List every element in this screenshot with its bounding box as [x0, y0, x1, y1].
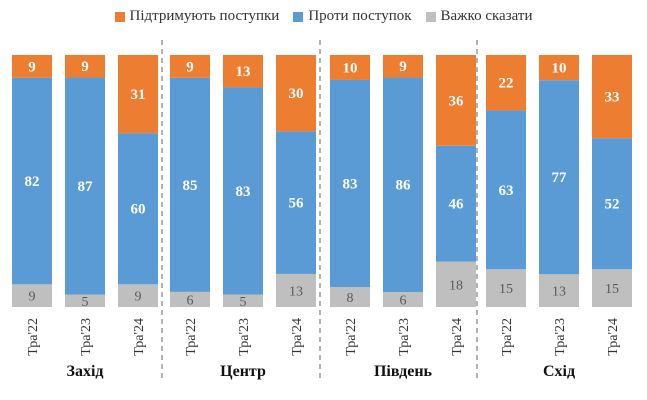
legend-item-against[interactable]: Проти поступок	[293, 8, 412, 25]
bar-segment-against-3-3[interactable]	[436, 145, 476, 262]
bar-segment-against-2-1[interactable]	[170, 77, 210, 292]
bar-segment-undecided-4-1[interactable]	[486, 269, 526, 307]
data-label-undecided-3-2: 6	[400, 294, 407, 309]
x-tick-label-1-1: Тра'22	[26, 318, 41, 356]
region-label-4: Схід	[543, 363, 575, 380]
data-label-undecided-4-3: 15	[605, 282, 619, 297]
data-label-support-2-3: 30	[289, 86, 304, 102]
x-tick-label-2-1: Тра'22	[184, 318, 199, 356]
bar-segment-undecided-2-1[interactable]	[170, 291, 210, 307]
data-label-support-4-2: 10	[552, 61, 567, 77]
data-label-undecided-1-3: 9	[135, 290, 142, 305]
legend-item-support[interactable]: Підтримують поступки	[114, 8, 280, 25]
bar-segment-against-1-2[interactable]	[65, 77, 105, 295]
legend-swatch-against	[293, 11, 304, 22]
legend-swatch-support	[114, 11, 125, 22]
data-label-support-3-1: 10	[343, 60, 358, 76]
legend-swatch-undecided	[425, 11, 436, 22]
bar-segment-support-1-2[interactable]	[65, 55, 105, 78]
data-label-support-4-3: 33	[605, 90, 620, 106]
bar-segment-support-3-2[interactable]	[383, 55, 423, 78]
bar-segment-support-4-1[interactable]	[486, 55, 526, 111]
bar-segment-support-2-3[interactable]	[276, 55, 316, 132]
data-label-against-1-1: 82	[25, 174, 40, 190]
data-label-support-1-2: 9	[81, 59, 89, 75]
x-tick-label-3-1: Тра'22	[344, 318, 359, 356]
data-label-against-3-2: 86	[396, 178, 412, 194]
bar-segment-support-3-3[interactable]	[436, 55, 476, 146]
data-label-undecided-4-1: 15	[499, 282, 513, 297]
bar-segment-against-3-1[interactable]	[330, 79, 370, 288]
data-label-support-4-1: 22	[499, 76, 514, 92]
data-label-undecided-3-3: 18	[449, 278, 463, 293]
bar-segment-against-4-3[interactable]	[592, 138, 632, 270]
bar-segment-against-4-2[interactable]	[539, 80, 579, 275]
data-label-against-3-3: 46	[449, 197, 465, 213]
data-label-support-3-3: 36	[449, 93, 465, 109]
bar-segment-support-2-2[interactable]	[223, 55, 263, 88]
data-label-undecided-2-1: 6	[187, 293, 194, 308]
data-label-against-1-3: 60	[131, 202, 146, 218]
bar-segment-undecided-4-2[interactable]	[539, 274, 579, 307]
data-label-support-2-2: 13	[236, 64, 251, 80]
x-tick-label-3-2: Тра'23	[397, 318, 412, 356]
bar-segment-against-3-2[interactable]	[383, 77, 423, 293]
data-label-undecided-1-2: 5	[82, 295, 89, 310]
legend-label-against: Проти поступок	[308, 8, 412, 24]
region-label-2: Центр	[220, 363, 266, 380]
bar-segment-undecided-2-2[interactable]	[223, 294, 263, 307]
bar-segment-undecided-1-2[interactable]	[65, 294, 105, 307]
data-label-support-2-1: 9	[186, 59, 194, 75]
bar-segment-support-4-2[interactable]	[539, 55, 579, 81]
bar-segment-undecided-1-1[interactable]	[12, 284, 52, 307]
data-label-against-4-3: 52	[605, 197, 620, 213]
bar-segment-undecided-3-1[interactable]	[330, 287, 370, 307]
data-label-against-4-2: 77	[552, 170, 568, 186]
chart-legend: Підтримують поступки Проти поступок Важк…	[0, 8, 647, 25]
bar-segment-undecided-3-3[interactable]	[436, 261, 476, 307]
data-label-undecided-2-2: 5	[240, 295, 247, 310]
bar-segment-against-2-2[interactable]	[223, 87, 263, 295]
region-label-1: Захід	[67, 363, 104, 380]
bar-segment-against-2-3[interactable]	[276, 131, 316, 274]
x-tick-label-4-2: Тра'23	[553, 318, 568, 356]
x-tick-label-1-2: Тра'23	[79, 318, 94, 356]
data-label-against-2-3: 56	[289, 196, 305, 212]
x-tick-label-2-3: Тра'24	[290, 318, 305, 356]
x-tick-label-1-3: Тра'24	[132, 318, 147, 356]
data-label-support-3-2: 9	[399, 59, 407, 75]
x-tick-label-2-2: Тра'23	[237, 318, 252, 356]
bar-segment-undecided-2-3[interactable]	[276, 273, 316, 307]
x-tick-label-4-1: Тра'22	[500, 318, 515, 356]
bar-segment-support-3-1[interactable]	[330, 55, 370, 80]
data-label-against-2-1: 85	[183, 178, 198, 194]
bar-segment-support-2-1[interactable]	[170, 55, 210, 78]
data-label-undecided-4-2: 13	[552, 285, 566, 300]
bar-segment-undecided-4-3[interactable]	[592, 269, 632, 307]
bar-segment-support-1-3[interactable]	[118, 55, 158, 134]
legend-label-support: Підтримують поступки	[129, 8, 280, 24]
data-label-undecided-1-1: 9	[29, 290, 36, 305]
bar-segment-against-4-1[interactable]	[486, 110, 526, 270]
data-label-against-2-2: 83	[236, 184, 251, 200]
bar-segment-against-1-1[interactable]	[12, 77, 52, 285]
x-tick-label-3-3: Тра'24	[450, 318, 465, 356]
bar-segment-undecided-3-2[interactable]	[383, 292, 423, 307]
legend-label-undecided: Важко сказати	[440, 8, 533, 24]
legend-item-undecided[interactable]: Важко сказати	[425, 8, 533, 25]
data-label-against-3-1: 83	[343, 176, 358, 192]
bar-segment-undecided-1-3[interactable]	[118, 284, 158, 307]
data-label-support-1-3: 31	[131, 87, 146, 103]
bar-segment-support-4-3[interactable]	[592, 55, 632, 139]
bar-segment-support-1-1[interactable]	[12, 55, 52, 78]
region-label-3: Південь	[374, 363, 433, 380]
data-label-undecided-2-3: 13	[289, 284, 303, 299]
data-label-support-1-1: 9	[28, 59, 36, 75]
data-label-undecided-3-1: 8	[347, 291, 354, 306]
data-label-against-4-1: 63	[499, 183, 514, 199]
bar-segment-against-1-3[interactable]	[118, 133, 158, 285]
x-tick-label-4-3: Тра'24	[606, 318, 621, 356]
data-label-against-1-2: 87	[78, 179, 94, 195]
